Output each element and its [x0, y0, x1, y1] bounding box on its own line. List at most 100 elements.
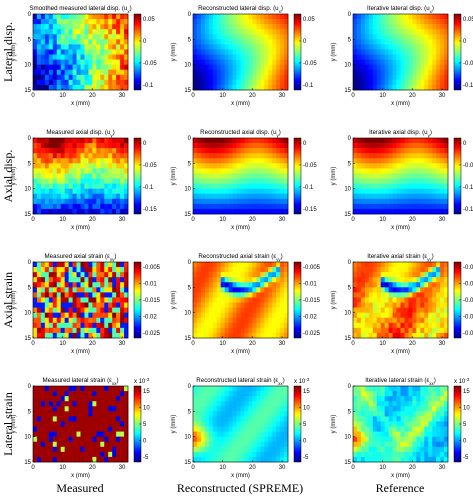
heatmap-cell [240, 386, 245, 392]
heatmap-cell [60, 332, 65, 339]
heatmap-cell [108, 153, 113, 159]
heatmap-cell [264, 203, 269, 210]
x-tick-label: 10 [379, 465, 386, 471]
heatmap-cell [376, 411, 382, 417]
heatmap-cell [216, 302, 222, 308]
heatmap-cell [252, 327, 257, 334]
heatmap-cell [376, 153, 382, 159]
heatmap-cell [376, 203, 382, 210]
heatmap-cell [116, 54, 121, 60]
heatmap-cell [100, 59, 105, 65]
x-axis-label: x (mm) [71, 225, 90, 231]
heatmap-cell [280, 79, 285, 86]
heatmap-cell [92, 302, 97, 308]
heatmap-cell [84, 198, 89, 205]
heatmap-cell [76, 431, 81, 437]
heatmap-cell [432, 143, 437, 149]
heatmap-cell [416, 451, 421, 458]
heatmap-cell [380, 396, 385, 402]
heatmap-cell [72, 148, 77, 154]
colorbar-tick-label: 5 [303, 422, 307, 428]
heatmap-cell [56, 287, 62, 293]
heatmap-cell [216, 332, 222, 339]
heatmap-cell [404, 188, 409, 195]
heatmap-cell [356, 163, 362, 169]
heatmap-cell [276, 193, 281, 200]
heatmap-cell [372, 49, 378, 55]
heatmap-cell [356, 34, 362, 40]
heatmap-cell [244, 327, 249, 334]
heatmap-cell [100, 416, 105, 422]
heatmap-cell [48, 44, 54, 50]
heatmap-cell [52, 153, 58, 159]
heatmap-cell [220, 431, 225, 437]
heatmap-cell [388, 24, 393, 30]
heatmap-cell [416, 148, 421, 154]
heatmap-cell [204, 64, 210, 71]
heatmap-cell [420, 292, 425, 298]
heatmap-cell [388, 153, 393, 159]
heatmap-cell [108, 332, 113, 339]
heatmap-cell [364, 421, 370, 427]
heatmap-cell [80, 302, 85, 308]
heatmap-cell [44, 138, 50, 144]
heatmap-cell [284, 322, 289, 329]
heatmap-cell [232, 148, 237, 154]
heatmap-cell [372, 168, 378, 174]
heatmap-cell [260, 282, 265, 288]
heatmap-cell [100, 69, 105, 76]
heatmap-cell [236, 183, 241, 189]
heatmap-cell [428, 446, 433, 453]
heatmap-cell [256, 421, 261, 427]
heatmap-cell [408, 138, 413, 144]
heatmap-cell [228, 44, 233, 50]
heatmap-cell [124, 193, 129, 200]
heatmap-cell [196, 59, 202, 65]
heatmap-cell [256, 456, 261, 463]
heatmap-cell [228, 456, 233, 463]
heatmap-cell [36, 178, 42, 184]
heatmap-cell [220, 84, 225, 91]
heatmap-cell [436, 401, 441, 407]
heatmap-cell [368, 431, 374, 437]
heatmap-cell [228, 431, 233, 437]
heatmap-cell [420, 451, 425, 458]
heatmap-cell [420, 386, 425, 392]
heatmap-cell [260, 312, 265, 319]
heatmap-cell [376, 198, 382, 205]
heatmap-cell [208, 327, 214, 334]
heatmap-cell [416, 396, 421, 402]
heatmap-cell [220, 168, 225, 174]
heatmap-cell [388, 426, 393, 432]
y-tick-label: 0 [348, 260, 352, 266]
heatmap-cell [236, 451, 241, 458]
heatmap-cell [64, 302, 69, 308]
heatmap-cell [100, 302, 105, 308]
heatmap-cell [396, 426, 401, 432]
heatmap-cell [368, 163, 374, 169]
heatmap-cell [112, 317, 117, 324]
heatmap-cell [72, 277, 77, 283]
heatmap-cell [112, 292, 117, 298]
heatmap-cell [284, 297, 289, 303]
heatmap-cell [104, 327, 109, 334]
heatmap-cell [88, 203, 93, 210]
heatmap-cell [372, 19, 378, 25]
heatmap-cell [280, 143, 285, 149]
heatmap-cell [248, 153, 253, 159]
heatmap-cell [84, 307, 89, 313]
heatmap-cell [236, 208, 241, 215]
heatmap-cell [260, 267, 265, 273]
heatmap-cell [388, 143, 393, 149]
heatmap-cell [268, 436, 273, 443]
heatmap-cell [60, 163, 65, 169]
heatmap-cell [264, 198, 269, 205]
x-tick-label: 20 [249, 93, 256, 99]
heatmap-cell [228, 262, 233, 268]
heatmap-cell [100, 54, 105, 60]
heatmap-cell [120, 188, 125, 195]
heatmap-cell [400, 79, 405, 86]
heatmap-cell [108, 411, 113, 417]
heatmap-cell [364, 188, 370, 195]
heatmap-cell [120, 183, 125, 189]
